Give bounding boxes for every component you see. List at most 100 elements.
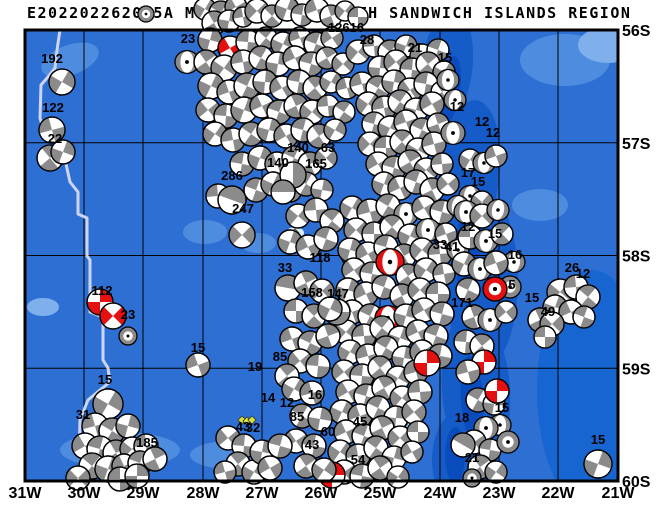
depth-label: 171 xyxy=(451,295,473,310)
depth-label: 140 xyxy=(287,140,309,155)
focal-mechanism-beachball xyxy=(484,144,508,168)
depth-label: 28 xyxy=(360,32,374,47)
bathymetry-patch xyxy=(512,189,568,221)
focal-mechanism-beachball xyxy=(270,179,296,205)
focal-mechanism-beachball xyxy=(311,457,337,483)
focal-mechanism-beachball xyxy=(583,449,613,479)
longitude-tick-label: 28W xyxy=(187,485,221,502)
depth-label: 33 xyxy=(433,237,447,252)
depth-label: 158 xyxy=(301,285,323,300)
focal-mechanism-beachball xyxy=(440,120,466,146)
depth-label: 15 xyxy=(525,290,539,305)
focal-mechanism-beachball xyxy=(533,325,557,349)
longitude-tick-label: 29W xyxy=(127,485,161,502)
island-marker xyxy=(247,415,257,425)
longitude-tick-label: 25W xyxy=(364,485,398,502)
focal-mechanism-beachball xyxy=(406,420,430,444)
depth-label: 192 xyxy=(41,51,63,66)
focal-mechanism-beachball xyxy=(443,88,467,112)
latitude-tick-label: 58S xyxy=(622,249,651,266)
focal-mechanism-beachball xyxy=(228,221,256,249)
focal-mechanism-beachball xyxy=(267,433,293,459)
depth-label: 15 xyxy=(471,174,485,189)
depth-label: 16 xyxy=(308,387,322,402)
focal-mechanism-beachball xyxy=(373,335,399,361)
depth-label: 147 xyxy=(327,286,349,301)
axis-labels: 31W 30W 29W 28W 27W 26W 25W 24W 23W 22W 21W 56S 57S 5… xyxy=(9,23,651,502)
depth-label: 286 xyxy=(221,168,243,183)
latitude-tick-label: 60S xyxy=(622,474,651,491)
depth-label: 85 xyxy=(290,409,304,424)
focal-mechanism-layer xyxy=(36,0,613,492)
focal-mechanism-beachball xyxy=(572,305,596,329)
focal-mechanism-beachball xyxy=(436,68,460,92)
depth-label: 32 xyxy=(246,420,260,435)
focal-mechanism-beachball-red xyxy=(484,378,510,404)
focal-mechanism-beachball xyxy=(213,460,237,484)
focal-mechanism-beachball xyxy=(483,250,509,276)
focal-mechanism-beachball xyxy=(484,460,508,484)
focal-mechanism-beachball xyxy=(299,380,325,406)
focal-mechanism-beachball xyxy=(315,323,341,349)
focal-mechanism-beachball xyxy=(429,301,455,327)
longitude-tick-label: 30W xyxy=(68,485,102,502)
depth-label: 23 xyxy=(181,31,195,46)
depth-label: 12 xyxy=(280,395,294,410)
depth-label: 49 xyxy=(541,304,555,319)
depth-label: 54 xyxy=(351,452,366,467)
depth-label: 122 xyxy=(42,100,64,115)
focal-mechanism-beachball xyxy=(367,455,393,481)
focal-mechanism-beachball xyxy=(313,226,339,252)
focal-mechanism-beachball xyxy=(432,262,456,286)
depth-label: 17 xyxy=(461,165,475,180)
longitude-tick-label: 26W xyxy=(305,485,339,502)
focal-mechanism-beachball xyxy=(455,359,481,385)
map-frame xyxy=(23,28,620,483)
focal-mechanism-beachball-red xyxy=(99,302,127,330)
bathymetry-patch xyxy=(27,298,59,316)
depth-label: 112 xyxy=(92,283,113,298)
depth-label: 15 xyxy=(591,432,605,447)
focal-mechanism-beachball xyxy=(486,198,510,222)
depth-label: 185 xyxy=(136,435,158,450)
focal-mechanism-beachball xyxy=(425,281,451,307)
focal-mechanism-beachball xyxy=(419,91,445,117)
focal-mechanism-beachball xyxy=(320,26,344,50)
focal-mechanism-beachball xyxy=(462,468,482,488)
longitude-tick-label: 31W xyxy=(9,485,43,502)
depth-label: 247 xyxy=(232,201,254,216)
focal-mechanism-beachball xyxy=(115,413,141,439)
depth-label: 14 xyxy=(261,390,276,405)
depth-label: 31 xyxy=(76,407,90,422)
depth-label: 165 xyxy=(305,156,327,171)
focal-mechanism-beachball-red xyxy=(375,248,405,276)
focal-mechanism-beachball xyxy=(494,300,518,324)
focal-mechanism-beachball xyxy=(314,146,338,170)
focal-mechanism-beachball xyxy=(400,440,424,464)
depth-label: 15 xyxy=(495,400,509,415)
focal-mechanism-beachball xyxy=(461,304,487,330)
depth-label: 140 xyxy=(267,155,289,170)
depth-label: 12616 xyxy=(328,20,364,35)
depth-label: 43 xyxy=(236,419,250,434)
depth-label: 12 xyxy=(576,266,590,281)
focal-mechanism-beachball xyxy=(217,185,247,215)
depth-label: 12 xyxy=(450,99,464,114)
focal-mechanism-beachball xyxy=(118,326,138,346)
depth-label: 23 xyxy=(121,307,135,322)
depth-label: 33 xyxy=(278,260,292,275)
depth-label: 21 xyxy=(408,40,422,55)
latitude-tick-label: 59S xyxy=(622,361,651,378)
focal-mechanism-beachball xyxy=(490,222,514,246)
focal-mechanism-beachball xyxy=(436,172,460,196)
depth-label: 12 xyxy=(486,125,500,140)
bathymetry-patch xyxy=(183,220,227,244)
focal-mechanism-beachball xyxy=(323,118,347,142)
depth-label: 5 xyxy=(508,277,515,292)
focal-mechanism-beachball xyxy=(502,250,526,274)
focal-mechanism-beachball xyxy=(496,430,520,454)
focal-mechanism-beachball xyxy=(455,277,481,303)
focal-mechanism-beachball xyxy=(317,296,343,322)
focal-mechanism-beachball xyxy=(307,406,333,432)
